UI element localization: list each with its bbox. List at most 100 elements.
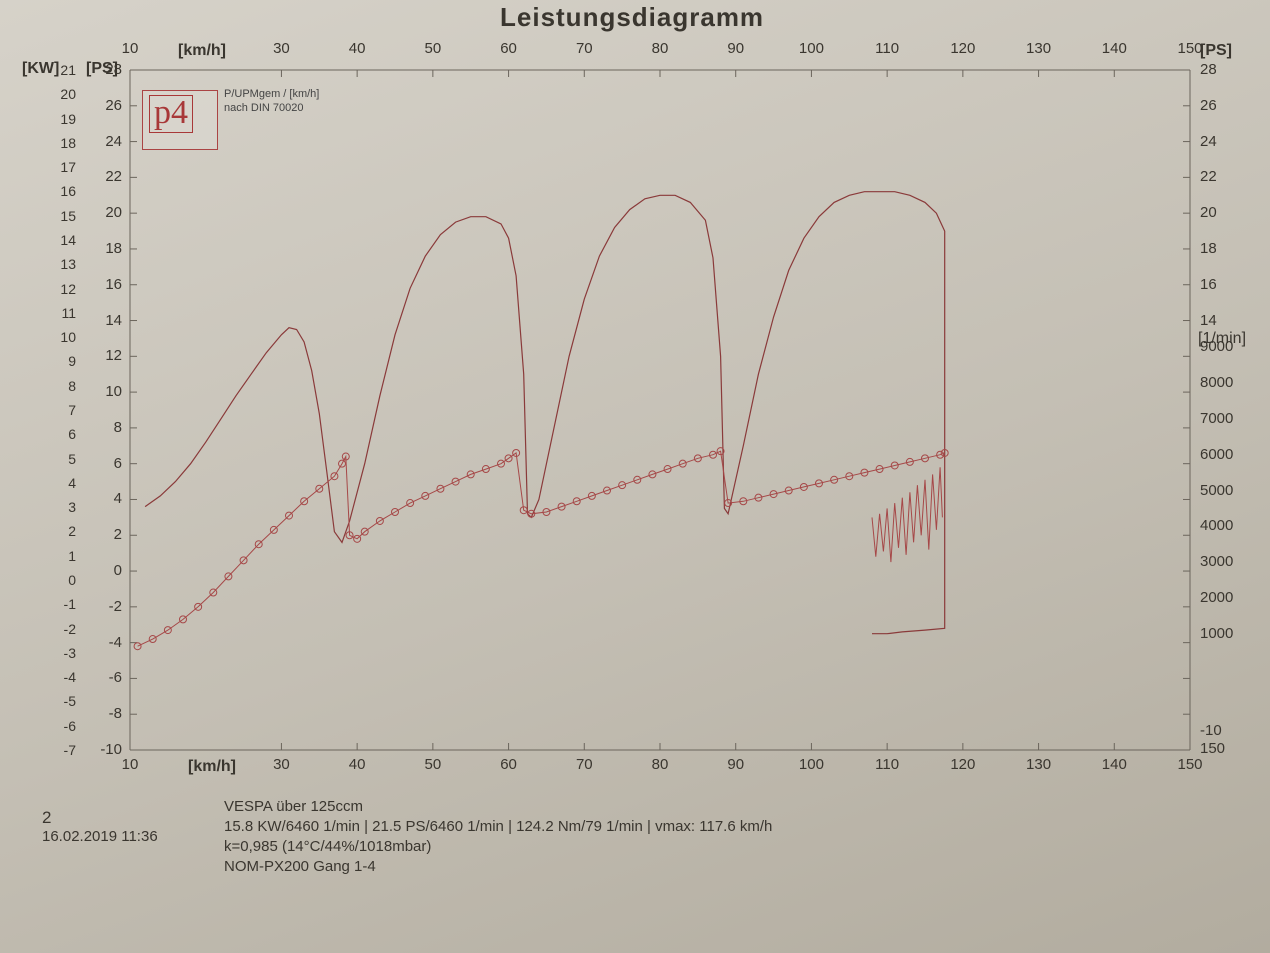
tick-label: -10 (76, 741, 122, 758)
tick-label: 110 (875, 756, 899, 773)
tick-label: -1 (30, 596, 76, 612)
tick-label: 22 (76, 168, 122, 185)
tick-label: 20 (76, 204, 122, 221)
tick-label: 100 (799, 756, 824, 773)
tick-label: 100 (799, 40, 824, 57)
tick-label: 130 (1026, 756, 1051, 773)
tick-label: 80 (652, 40, 669, 57)
tick-label: 70 (576, 756, 593, 773)
tick-label: 26 (76, 97, 122, 114)
tick-label: 10 (76, 383, 122, 400)
tick-label: -7 (30, 742, 76, 758)
tick-label: 18 (1200, 240, 1217, 257)
tick-label: 8 (76, 419, 122, 436)
tick-label: 120 (950, 40, 975, 57)
tick-label: 14 (1200, 312, 1217, 329)
tick-label: 60 (500, 40, 517, 57)
tick-label: 12 (30, 281, 76, 297)
tick-label: 4 (76, 490, 122, 507)
tick-label: 150 (1177, 40, 1202, 57)
tick-label: 3000 (1200, 553, 1233, 570)
tick-label: 5 (30, 451, 76, 467)
tick-label: 18 (76, 240, 122, 257)
tick-label: -4 (76, 634, 122, 651)
tick-label: -4 (30, 669, 76, 685)
tick-label: 17 (30, 159, 76, 175)
tick-label: 90 (727, 756, 744, 773)
tick-label: 20 (30, 86, 76, 102)
tick-label: 6000 (1200, 446, 1233, 463)
tick-label: 15 (30, 208, 76, 224)
tick-label: 21 (30, 62, 76, 78)
tick-label: 40 (349, 756, 366, 773)
tick-label: 50 (425, 756, 442, 773)
tick-label: 60 (500, 756, 517, 773)
run-number: 2 (42, 808, 51, 828)
run-datetime: 16.02.2019 11:36 (42, 828, 158, 845)
tick-label: 28 (76, 61, 122, 78)
tick-label: 9 (30, 353, 76, 369)
tick-label: 28 (1200, 61, 1217, 78)
footer-line-4: NOM-PX200 Gang 1-4 (224, 858, 376, 875)
tick-label: -2 (30, 621, 76, 637)
tick-label: 2000 (1200, 589, 1233, 606)
tick-label: 150 (1177, 756, 1202, 773)
tick-label: 20 (1200, 204, 1217, 221)
tick-label: 7 (30, 402, 76, 418)
tick-label: -10 (1200, 722, 1222, 739)
tick-label: 3 (30, 499, 76, 515)
tick-label: 16 (76, 276, 122, 293)
tick-label: 18 (30, 135, 76, 151)
tick-label: -5 (30, 693, 76, 709)
tick-label: 110 (875, 40, 899, 57)
tick-label: 26 (1200, 97, 1217, 114)
tick-label: 80 (652, 756, 669, 773)
tick-label: 6 (30, 426, 76, 442)
tick-label: -6 (76, 669, 122, 686)
tick-label: 1000 (1200, 625, 1233, 642)
tick-label: 130 (1026, 40, 1051, 57)
footer-line-1: VESPA über 125ccm (224, 798, 363, 815)
tick-label: 22 (1200, 168, 1217, 185)
plot-svg (0, 0, 1270, 790)
tick-label: 5000 (1200, 482, 1233, 499)
tick-label: -6 (30, 718, 76, 734)
tick-label: 7000 (1200, 410, 1233, 427)
tick-label: 40 (349, 40, 366, 57)
tick-label: -8 (76, 705, 122, 722)
tick-label: 10 (122, 756, 139, 773)
tick-label: 16 (30, 183, 76, 199)
tick-label: 10 (30, 329, 76, 345)
tick-label: 30 (273, 40, 290, 57)
sheet: Leistungsdiagramm [KW] [PS] [km/h] [km/h… (0, 0, 1270, 953)
tick-label: -2 (76, 598, 122, 615)
footer-line-2: 15.8 KW/6460 1/min | 21.5 PS/6460 1/min … (224, 818, 772, 835)
tick-label: 0 (30, 572, 76, 588)
tick-label: 24 (1200, 133, 1217, 150)
tick-label: 9000 (1200, 338, 1233, 355)
tick-label: 140 (1102, 40, 1127, 57)
tick-label: 70 (576, 40, 593, 57)
tick-label: 14 (76, 312, 122, 329)
tick-label: 50 (425, 40, 442, 57)
tick-label: 4000 (1200, 517, 1233, 534)
tick-label: 90 (727, 40, 744, 57)
tick-label: 140 (1102, 756, 1127, 773)
tick-label: 24 (76, 133, 122, 150)
footer-line-3: k=0,985 (14°C/44%/1018mbar) (224, 838, 431, 855)
tick-label: -3 (30, 645, 76, 661)
tick-label: 13 (30, 256, 76, 272)
tick-label: 10 (122, 40, 139, 57)
tick-label: 2 (30, 523, 76, 539)
tick-label: 4 (30, 475, 76, 491)
tick-label: 120 (950, 756, 975, 773)
tick-label: 6 (76, 455, 122, 472)
tick-label: 14 (30, 232, 76, 248)
tick-label: 1 (30, 548, 76, 564)
tick-label: 19 (30, 111, 76, 127)
tick-label: 16 (1200, 276, 1217, 293)
tick-label: 0 (76, 562, 122, 579)
tick-label: 2 (76, 526, 122, 543)
tick-label: 8 (30, 378, 76, 394)
tick-label: 30 (273, 756, 290, 773)
